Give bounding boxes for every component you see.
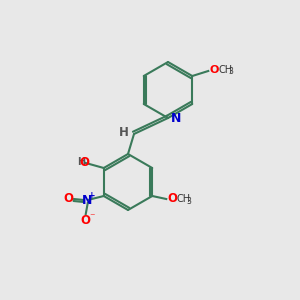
Text: CH: CH [218, 65, 232, 75]
Text: +: + [88, 191, 96, 200]
Text: H: H [119, 125, 129, 139]
Text: N: N [82, 194, 92, 206]
Text: CH: CH [176, 194, 190, 204]
Text: H: H [76, 157, 85, 167]
Text: N: N [171, 112, 181, 125]
Text: O: O [64, 193, 74, 206]
Text: O: O [209, 65, 219, 75]
Text: 3: 3 [228, 68, 233, 76]
Text: O: O [80, 155, 90, 169]
Text: 3: 3 [186, 196, 191, 206]
Text: O: O [81, 214, 91, 226]
Text: ⁻: ⁻ [89, 212, 94, 222]
Text: O: O [167, 193, 177, 206]
